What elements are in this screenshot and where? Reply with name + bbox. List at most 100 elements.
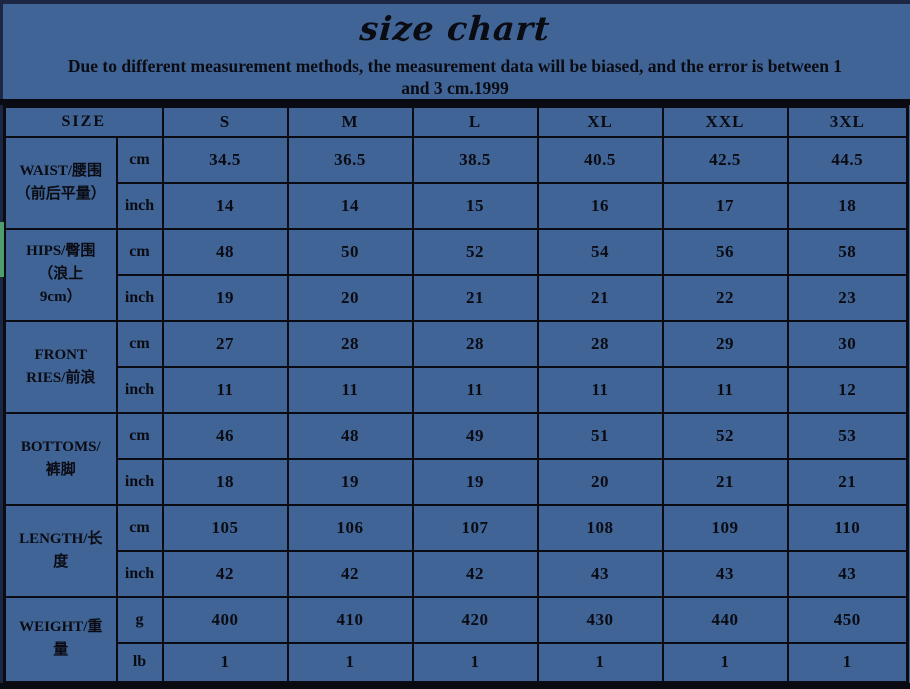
bottoms-inch-row: inch 18 19 19 20 21 21 <box>5 457 909 506</box>
col-header-m: M <box>286 105 414 138</box>
value-cell: 28 <box>536 319 664 368</box>
row-label-line: 裤脚 <box>45 461 76 478</box>
value-cell: 420 <box>411 595 539 644</box>
value-cell: 43 <box>786 549 909 598</box>
value-cell: 1 <box>786 641 909 684</box>
size-header-cell: SIZE <box>3 105 164 138</box>
row-label-line: （浪上 <box>38 266 84 282</box>
row-label-line: 量 <box>53 642 69 659</box>
hips-cm-row: HIPS/臀围 （浪上 9cm） cm 48 50 52 54 56 58 <box>3 227 909 322</box>
value-cell: 21 <box>786 457 909 506</box>
value-cell: 14 <box>161 181 289 230</box>
unit-cell: inch <box>115 181 164 230</box>
value-cell: 1 <box>536 641 664 684</box>
row-label-length: LENGTH/长 度 <box>3 503 118 598</box>
value-cell: 105 <box>161 503 289 552</box>
front-rise-inch-row: inch 11 11 11 11 11 12 <box>5 365 909 414</box>
value-cell: 51 <box>536 411 664 460</box>
bottom-bar <box>0 683 910 689</box>
col-header-xl: XL <box>536 105 664 138</box>
value-cell: 38.5 <box>411 135 539 184</box>
value-cell: 14 <box>286 181 414 230</box>
value-cell: 19 <box>286 457 414 506</box>
value-cell: 43 <box>536 549 664 598</box>
value-cell: 48 <box>161 227 289 276</box>
length-cm-row: LENGTH/长 度 cm 105 106 107 108 109 110 <box>3 503 909 598</box>
value-cell: 11 <box>286 365 414 414</box>
unit-cell: inch <box>115 273 164 322</box>
value-cell: 52 <box>661 411 789 460</box>
hips-inch-row: inch 19 20 21 21 22 23 <box>5 273 909 322</box>
value-cell: 42.5 <box>661 135 789 184</box>
value-cell: 19 <box>411 457 539 506</box>
unit-cell: cm <box>115 319 164 368</box>
value-cell: 50 <box>286 227 414 276</box>
waist-inch-row: inch 14 14 15 16 17 18 <box>5 181 909 230</box>
value-cell: 410 <box>286 595 414 644</box>
value-cell: 44.5 <box>786 135 909 184</box>
row-label-hips: HIPS/臀围 （浪上 9cm） <box>3 227 118 322</box>
disclaimer-line-1: Due to different measurement methods, th… <box>67 56 843 76</box>
value-cell: 58 <box>786 227 909 276</box>
value-cell: 12 <box>786 365 909 414</box>
value-cell: 19 <box>161 273 289 322</box>
value-cell: 21 <box>536 273 664 322</box>
value-cell: 11 <box>661 365 789 414</box>
value-cell: 15 <box>411 181 539 230</box>
row-label-line: WAIST/腰围 <box>19 162 103 179</box>
value-cell: 54 <box>536 227 664 276</box>
unit-cell: lb <box>115 641 164 684</box>
value-cell: 43 <box>661 549 789 598</box>
value-cell: 1 <box>411 641 539 684</box>
value-cell: 46 <box>161 411 289 460</box>
value-cell: 20 <box>286 273 414 322</box>
unit-cell: g <box>115 595 164 644</box>
row-label-line: LENGTH/长 <box>19 530 103 547</box>
unit-cell: inch <box>115 549 164 598</box>
disclaimer-line-2: and 3 cm.1999 <box>401 78 509 98</box>
row-label-line: （前后平量） <box>15 185 106 202</box>
value-cell: 42 <box>161 549 289 598</box>
value-cell: 28 <box>286 319 414 368</box>
size-chart-table: SIZE S M L XL XXL 3XL WAIST/腰围 （前后平量） cm… <box>3 105 909 684</box>
value-cell: 11 <box>161 365 289 414</box>
unit-cell: cm <box>115 411 164 460</box>
green-edge-mark <box>0 222 4 277</box>
unit-cell: inch <box>115 365 164 414</box>
value-cell: 48 <box>286 411 414 460</box>
value-cell: 30 <box>786 319 909 368</box>
length-inch-row: inch 42 42 42 43 43 43 <box>5 549 909 598</box>
value-cell: 1 <box>286 641 414 684</box>
weight-g-row: WEIGHT/重 量 g 400 410 420 430 440 450 <box>3 595 909 684</box>
value-cell: 22 <box>661 273 789 322</box>
value-cell: 16 <box>536 181 664 230</box>
value-cell: 11 <box>411 365 539 414</box>
value-cell: 400 <box>161 595 289 644</box>
value-cell: 52 <box>411 227 539 276</box>
row-label-line: BOTTOMS/ <box>20 438 101 455</box>
value-cell: 53 <box>786 411 909 460</box>
col-header-s: S <box>161 105 289 138</box>
value-cell: 18 <box>161 457 289 506</box>
row-label-line: FRONT <box>34 346 88 363</box>
top-frame-border <box>0 0 910 4</box>
row-label-line: HIPS/臀围 <box>26 243 96 259</box>
value-cell: 106 <box>286 503 414 552</box>
value-cell: 29 <box>661 319 789 368</box>
row-label-line: 9cm） <box>39 289 82 305</box>
col-header-xxl: XXL <box>661 105 789 138</box>
row-label-line: 度 <box>53 553 69 570</box>
page-title: size chart <box>358 9 552 48</box>
value-cell: 110 <box>786 503 909 552</box>
header-row: SIZE S M L XL XXL 3XL <box>3 105 909 138</box>
value-cell: 34.5 <box>161 135 289 184</box>
value-cell: 27 <box>161 319 289 368</box>
row-label-line: RIES/前浪 <box>26 369 96 386</box>
unit-cell: cm <box>115 503 164 552</box>
value-cell: 49 <box>411 411 539 460</box>
value-cell: 42 <box>411 549 539 598</box>
value-cell: 109 <box>661 503 789 552</box>
value-cell: 11 <box>536 365 664 414</box>
value-cell: 440 <box>661 595 789 644</box>
